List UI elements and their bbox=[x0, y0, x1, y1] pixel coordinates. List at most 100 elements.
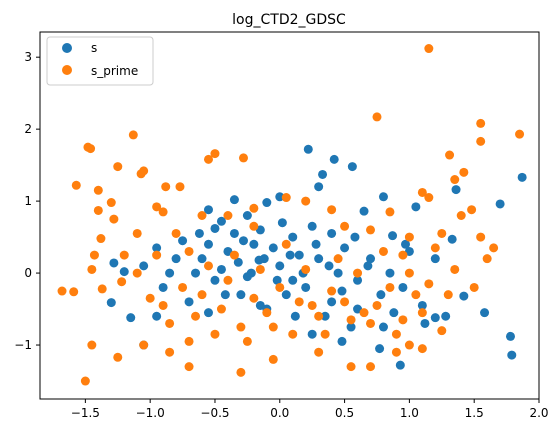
point-s-prime-82 bbox=[469, 282, 479, 292]
point-s-prime-17 bbox=[175, 182, 185, 192]
point-s-prime-74 bbox=[262, 308, 272, 318]
point-s-prime-86 bbox=[249, 293, 259, 303]
point-s-prime-41 bbox=[366, 362, 376, 372]
point-s-5 bbox=[459, 291, 469, 301]
point-s-prime-89 bbox=[327, 286, 337, 296]
point-s-36 bbox=[171, 254, 181, 264]
point-s-prime-7 bbox=[203, 154, 213, 164]
point-s-prime-76 bbox=[314, 311, 324, 321]
point-s-73 bbox=[203, 239, 213, 249]
point-s-prime-19 bbox=[106, 198, 116, 208]
x-tick-label: −1.0 bbox=[136, 406, 165, 420]
point-s-prime-114 bbox=[424, 279, 434, 289]
point-s-12 bbox=[395, 360, 405, 370]
point-s-prime-51 bbox=[456, 211, 466, 220]
point-s-47 bbox=[236, 290, 246, 300]
x-tick-label: 2.0 bbox=[529, 406, 548, 420]
point-s-prime-6 bbox=[210, 149, 220, 159]
point-s-96 bbox=[255, 300, 265, 310]
point-s-87 bbox=[389, 308, 399, 318]
point-s-prime-24 bbox=[96, 234, 106, 244]
point-s-prime-63 bbox=[249, 203, 259, 213]
point-s-prime-55 bbox=[404, 232, 414, 242]
point-s-prime-106 bbox=[216, 304, 226, 314]
point-s-71 bbox=[178, 236, 188, 246]
point-s-prime-61 bbox=[301, 196, 311, 206]
y-tick-label: 0 bbox=[24, 266, 32, 280]
point-s-prime-9 bbox=[128, 130, 138, 140]
point-s-prime-67 bbox=[152, 250, 162, 260]
point-s-prime-43 bbox=[404, 340, 414, 350]
point-s-53 bbox=[314, 254, 324, 264]
point-s-prime-70 bbox=[165, 318, 175, 328]
point-s-prime-85 bbox=[223, 275, 233, 285]
series-s-prime bbox=[57, 44, 525, 386]
point-s-prime-57 bbox=[385, 207, 395, 217]
point-s-42 bbox=[106, 298, 116, 308]
point-s-prime-46 bbox=[450, 175, 460, 185]
point-s-prime-59 bbox=[340, 221, 350, 231]
point-s-68 bbox=[346, 322, 356, 332]
point-s-prime-44 bbox=[417, 344, 427, 354]
point-s-prime-73 bbox=[236, 322, 246, 332]
point-s-prime-84 bbox=[197, 290, 207, 300]
point-s-prime-58 bbox=[366, 225, 376, 235]
point-s-prime-90 bbox=[353, 268, 363, 278]
point-s-15 bbox=[375, 344, 385, 354]
point-s-prime-95 bbox=[203, 261, 213, 271]
point-s-prime-116 bbox=[119, 250, 129, 260]
legend-label-s: s bbox=[91, 41, 97, 55]
point-s-prime-15 bbox=[136, 169, 146, 179]
point-s-25 bbox=[307, 329, 317, 339]
point-s-prime-54 bbox=[424, 193, 434, 203]
point-s-97 bbox=[290, 311, 300, 321]
x-axis: −1.5 −1.0 −0.5 0.0 0.5 1.0 1.5 2.0 bbox=[71, 399, 549, 420]
point-s-22 bbox=[318, 169, 328, 179]
point-s-67 bbox=[333, 268, 343, 278]
point-s-24 bbox=[303, 144, 313, 154]
series-s bbox=[106, 144, 527, 370]
point-s-91 bbox=[441, 311, 451, 321]
point-s-prime-80 bbox=[417, 308, 427, 318]
point-s-48 bbox=[249, 239, 259, 249]
point-s-prime-75 bbox=[288, 329, 298, 339]
point-s-59 bbox=[229, 228, 239, 238]
point-s-85 bbox=[363, 261, 373, 271]
point-s-86 bbox=[376, 290, 386, 300]
point-s-26 bbox=[288, 275, 298, 285]
point-s-28 bbox=[262, 198, 272, 208]
point-s-11 bbox=[401, 239, 410, 249]
point-s-40 bbox=[126, 313, 136, 323]
point-s-prime-83 bbox=[482, 254, 492, 264]
point-s-prime-109 bbox=[294, 297, 304, 307]
point-s-prime-29 bbox=[69, 287, 79, 297]
point-s-94 bbox=[152, 243, 162, 253]
point-s-19 bbox=[347, 162, 357, 172]
point-s-44 bbox=[197, 254, 207, 264]
point-s-prime-1 bbox=[515, 129, 525, 139]
point-s-prime-45 bbox=[437, 326, 447, 336]
point-s-8 bbox=[430, 313, 440, 323]
point-s-prime-72 bbox=[210, 329, 220, 339]
point-s-prime-35 bbox=[165, 347, 175, 357]
point-s-76 bbox=[246, 268, 256, 278]
point-s-prime-112 bbox=[372, 300, 382, 310]
point-s-prime-88 bbox=[301, 264, 311, 274]
point-s-51 bbox=[288, 232, 298, 242]
point-s-prime-33 bbox=[113, 352, 123, 362]
point-s-prime-22 bbox=[93, 205, 103, 215]
point-s-prime-64 bbox=[223, 211, 233, 220]
point-s-90 bbox=[430, 254, 440, 264]
point-s-89 bbox=[417, 300, 427, 310]
point-s-prime-118 bbox=[184, 246, 194, 256]
point-s-50 bbox=[275, 261, 285, 271]
plot-frame bbox=[39, 31, 540, 400]
point-s-101 bbox=[277, 218, 287, 228]
point-s-prime-71 bbox=[184, 336, 194, 346]
x-tick-label: −0.5 bbox=[200, 406, 229, 420]
point-s-prime-117 bbox=[132, 228, 142, 238]
legend-box bbox=[46, 36, 154, 86]
point-s-prime-103 bbox=[411, 290, 421, 300]
legend-label-s-prime: s_prime bbox=[91, 64, 138, 78]
point-s-79 bbox=[285, 250, 295, 260]
